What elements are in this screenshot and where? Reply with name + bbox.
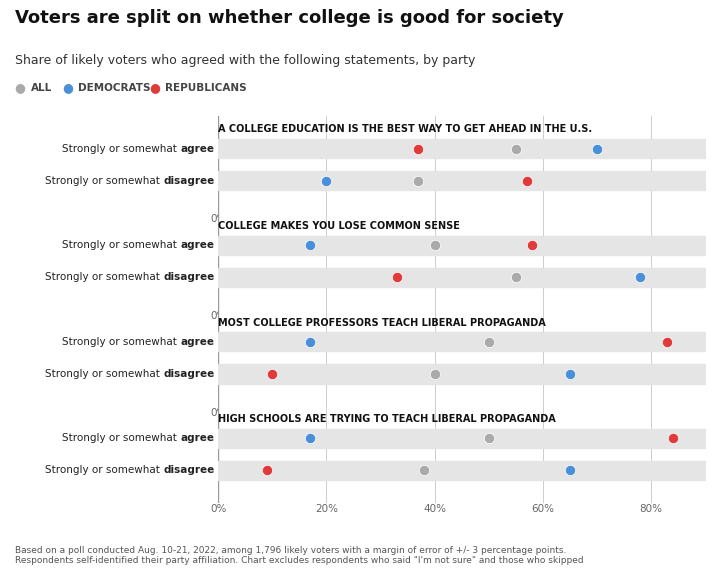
Text: MOST COLLEGE PROFESSORS TEACH LIBERAL PROPAGANDA: MOST COLLEGE PROFESSORS TEACH LIBERAL PR… (218, 318, 546, 328)
Text: Strongly or somewhat: Strongly or somewhat (45, 176, 164, 186)
Text: ●: ● (62, 82, 73, 94)
Point (391, 273, 403, 282)
Text: Strongly or somewhat: Strongly or somewhat (63, 144, 180, 153)
Point (305, 337, 316, 346)
Text: disagree: disagree (164, 466, 214, 475)
Point (667, 434, 678, 443)
Text: disagree: disagree (164, 176, 214, 186)
Point (526, 241, 538, 250)
Text: Voters are split on whether college is good for society: Voters are split on whether college is g… (15, 9, 563, 27)
Point (510, 273, 521, 282)
Point (321, 176, 332, 185)
Text: Based on a poll conducted Aug. 10-21, 2022, among 1,796 likely voters with a mar: Based on a poll conducted Aug. 10-21, 20… (15, 546, 583, 565)
Point (564, 369, 576, 378)
Text: agree: agree (180, 240, 214, 250)
Text: Strongly or somewhat: Strongly or somewhat (45, 369, 164, 379)
Text: agree: agree (180, 433, 214, 443)
Point (266, 369, 278, 378)
Point (412, 176, 424, 185)
Text: Strongly or somewhat: Strongly or somewhat (45, 273, 164, 282)
Text: disagree: disagree (164, 369, 214, 379)
Text: Strongly or somewhat: Strongly or somewhat (45, 466, 164, 475)
Point (483, 434, 494, 443)
Text: A COLLEGE EDUCATION IS THE BEST WAY TO GET AHEAD IN THE U.S.: A COLLEGE EDUCATION IS THE BEST WAY TO G… (218, 124, 593, 135)
Text: Strongly or somewhat: Strongly or somewhat (63, 240, 180, 250)
Point (521, 176, 532, 185)
Point (412, 144, 424, 153)
Point (510, 144, 521, 153)
Text: DEMOCRATS: DEMOCRATS (78, 83, 150, 93)
Text: ●: ● (149, 82, 160, 94)
Text: ●: ● (15, 82, 25, 94)
Text: Strongly or somewhat: Strongly or somewhat (63, 433, 180, 443)
Text: Strongly or somewhat: Strongly or somewhat (63, 337, 180, 346)
Text: ALL: ALL (31, 83, 52, 93)
Point (635, 273, 646, 282)
Text: HIGH SCHOOLS ARE TRYING TO TEACH LIBERAL PROPAGANDA: HIGH SCHOOLS ARE TRYING TO TEACH LIBERAL… (218, 414, 556, 424)
Point (418, 466, 430, 475)
Point (261, 466, 273, 475)
Text: disagree: disagree (164, 273, 214, 282)
Text: REPUBLICANS: REPUBLICANS (165, 83, 246, 93)
Point (483, 337, 494, 346)
Point (305, 241, 316, 250)
Point (305, 434, 316, 443)
Point (591, 144, 603, 153)
Text: Share of likely voters who agreed with the following statements, by party: Share of likely voters who agreed with t… (15, 54, 475, 67)
Point (429, 369, 441, 378)
Point (564, 466, 576, 475)
Text: agree: agree (180, 144, 214, 153)
Point (662, 337, 673, 346)
Text: agree: agree (180, 337, 214, 346)
Text: COLLEGE MAKES YOU LOSE COMMON SENSE: COLLEGE MAKES YOU LOSE COMMON SENSE (218, 221, 460, 231)
Point (429, 241, 441, 250)
